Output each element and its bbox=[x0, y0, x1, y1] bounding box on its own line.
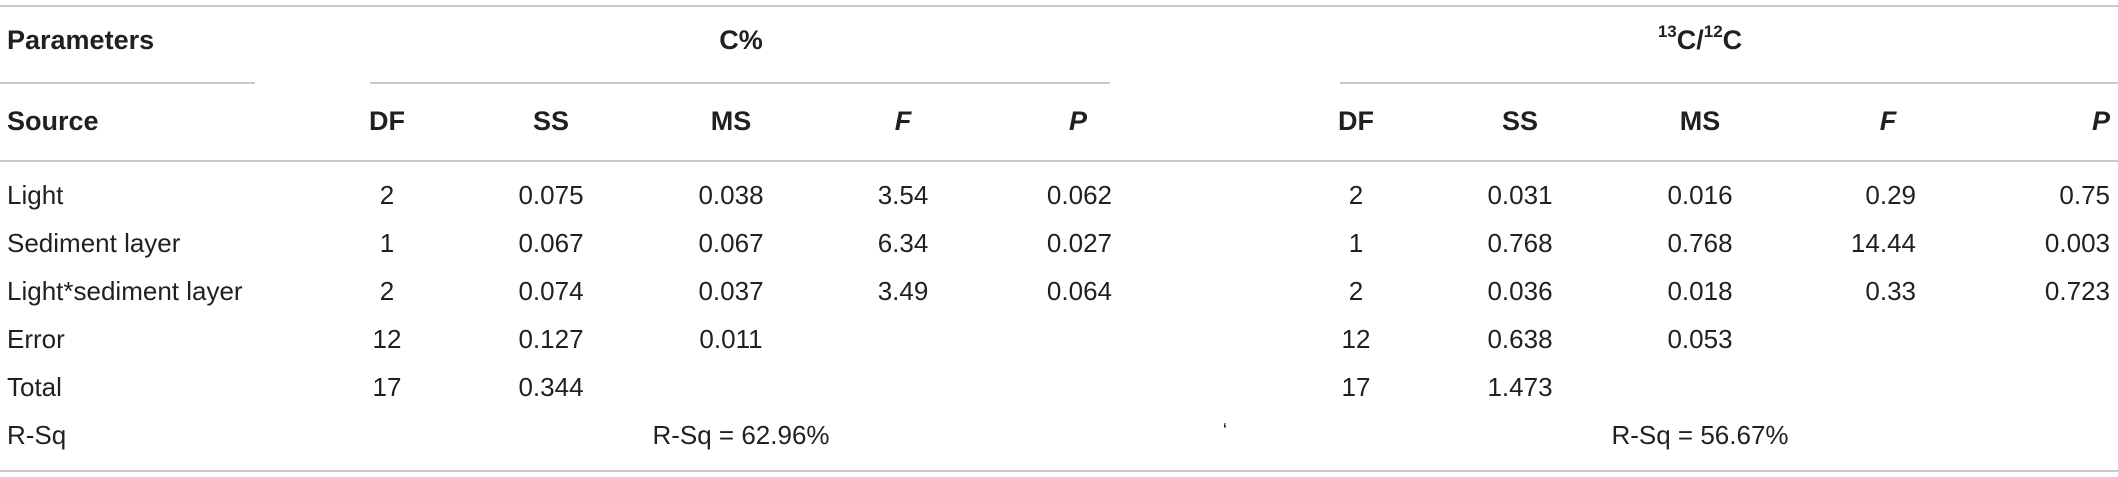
rsq-c-value: R-Sq = 62.96% bbox=[652, 420, 830, 450]
iso-ss-header: SS bbox=[1501, 106, 1539, 136]
row-source: Total bbox=[7, 372, 62, 402]
iso-ms: 0.016 bbox=[1667, 180, 1733, 210]
iso-p: 0.75 bbox=[2059, 180, 2110, 210]
row-source: Sediment layer bbox=[7, 228, 181, 258]
isotope-13-superscript: 13 bbox=[1657, 22, 1677, 41]
iso-df: 17 bbox=[1341, 372, 1371, 402]
iso-f: 14.44 bbox=[1850, 228, 1916, 258]
c-ss-header: SS bbox=[532, 106, 570, 136]
row-source: Light bbox=[7, 180, 64, 210]
source-header: Source bbox=[7, 106, 99, 136]
c-p: 0.064 bbox=[1046, 276, 1112, 306]
c-ms: 0.038 bbox=[698, 180, 764, 210]
parameters-header: Parameters bbox=[7, 25, 155, 55]
c-df: 2 bbox=[379, 276, 395, 306]
iso-ss: 0.768 bbox=[1487, 228, 1553, 258]
c-p: 0.062 bbox=[1046, 180, 1112, 210]
c-ms-header: MS bbox=[710, 106, 752, 136]
iso-p: 0.723 bbox=[2044, 276, 2110, 306]
c-df-header: DF bbox=[369, 106, 405, 136]
iso-df: 1 bbox=[1348, 228, 1364, 258]
bottom-rule bbox=[0, 470, 2118, 472]
row-source: Light*sediment layer bbox=[7, 276, 243, 306]
rsq-label: R-Sq bbox=[7, 420, 67, 450]
iso-df: 2 bbox=[1348, 276, 1364, 306]
top-rule bbox=[0, 5, 2118, 7]
c-f: 3.54 bbox=[877, 180, 929, 210]
iso-ms: 0.768 bbox=[1667, 228, 1733, 258]
row-source: Error bbox=[7, 324, 65, 354]
iso-df-header: DF bbox=[1338, 106, 1374, 136]
iso-f-header: F bbox=[1879, 106, 1897, 136]
parameters-underline bbox=[0, 82, 255, 84]
c-df: 2 bbox=[379, 180, 395, 210]
iso-df: 2 bbox=[1348, 180, 1364, 210]
c-df: 17 bbox=[372, 372, 402, 402]
iso-ss: 1.473 bbox=[1487, 372, 1553, 402]
c-f-header: F bbox=[894, 106, 912, 136]
c-ms: 0.011 bbox=[699, 324, 763, 354]
c-percent-header: C% bbox=[719, 25, 763, 55]
iso-p: 0.003 bbox=[2044, 228, 2110, 258]
iso-ms-header: MS bbox=[1679, 106, 1721, 136]
c-ms: 0.067 bbox=[698, 228, 764, 258]
iso-ms: 0.053 bbox=[1667, 324, 1733, 354]
rsq-stray-mark: ‘ bbox=[1222, 420, 1228, 442]
c-ss: 0.074 bbox=[518, 276, 584, 306]
iso-ss: 0.036 bbox=[1487, 276, 1553, 306]
c-p: 0.027 bbox=[1046, 228, 1112, 258]
iso-ms: 0.018 bbox=[1667, 276, 1733, 306]
isotope-12-superscript: 12 bbox=[1703, 22, 1723, 41]
header-bottom-rule bbox=[0, 160, 2118, 162]
iso-ss: 0.031 bbox=[1487, 180, 1553, 210]
isotope-c-slash: C/ bbox=[1676, 25, 1704, 55]
iso-f: 0.33 bbox=[1865, 276, 1916, 306]
rsq-iso-value: R-Sq = 56.67% bbox=[1611, 420, 1789, 450]
isotope-ratio-header: 13C/12C bbox=[1657, 22, 1743, 55]
c-ss: 0.344 bbox=[518, 372, 584, 402]
iso-df: 12 bbox=[1341, 324, 1371, 354]
c-ss: 0.067 bbox=[518, 228, 584, 258]
c-f: 3.49 bbox=[877, 276, 929, 306]
isotope-ratio-underline bbox=[1340, 82, 2118, 84]
iso-p-header: P bbox=[2091, 106, 2110, 136]
c-f: 6.34 bbox=[877, 228, 929, 258]
c-percent-underline bbox=[370, 82, 1110, 84]
c-ms: 0.037 bbox=[698, 276, 764, 306]
c-ss: 0.127 bbox=[518, 324, 584, 354]
c-ss: 0.075 bbox=[518, 180, 584, 210]
isotope-c-end: C bbox=[1722, 25, 1743, 55]
c-p-header: P bbox=[1068, 106, 1087, 136]
iso-ss: 0.638 bbox=[1487, 324, 1553, 354]
iso-f: 0.29 bbox=[1865, 180, 1916, 210]
c-df: 1 bbox=[379, 228, 395, 258]
c-df: 12 bbox=[372, 324, 402, 354]
